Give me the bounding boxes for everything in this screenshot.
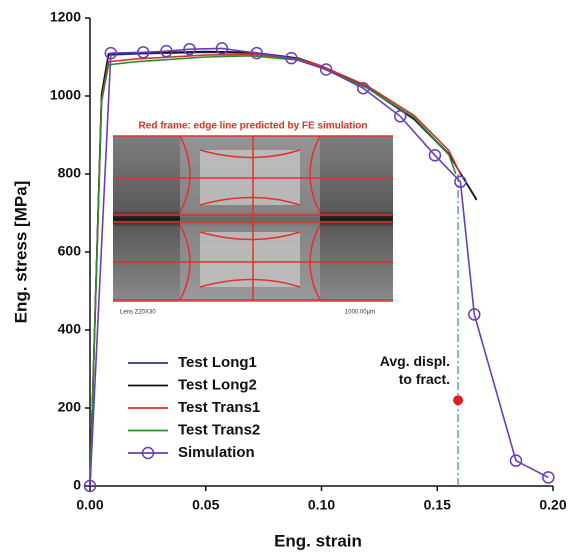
inset-scale: 1000.00μm [345, 310, 375, 316]
legend-label: Test Long2 [178, 376, 257, 393]
series-line [89, 47, 549, 487]
annotation-dot [453, 395, 464, 406]
y-tick-label: 1000 [50, 87, 81, 103]
y-tick-label: 400 [58, 321, 82, 337]
annotation-text: to fract. [399, 371, 450, 387]
y-tick-label: 800 [58, 165, 82, 181]
x-axis-label: Eng. strain [274, 531, 362, 550]
legend-label: Simulation [178, 444, 255, 461]
series-marker [468, 308, 481, 321]
series-marker [104, 46, 118, 60]
x-tick-label: 0.05 [192, 497, 219, 513]
inset-lens: Lens Z20X30 [120, 310, 156, 316]
series-marker [250, 46, 263, 60]
y-axis-label: Eng. stress [MPa] [11, 181, 30, 324]
series-marker [509, 454, 523, 467]
legend-label: Test Trans1 [178, 399, 260, 416]
legend-label: Test Trans2 [178, 421, 260, 438]
inset-photo: Red frame: edge line predicted by FE sim… [113, 118, 393, 316]
x-tick-label: 0.00 [76, 497, 103, 513]
series-marker [356, 81, 370, 95]
y-tick-label: 1200 [50, 9, 81, 25]
x-tick-label: 0.10 [308, 497, 335, 513]
series-marker [454, 175, 467, 189]
x-tick-label: 0.20 [539, 497, 566, 513]
series-marker [83, 479, 97, 493]
series-marker [393, 110, 407, 123]
series-marker [319, 63, 333, 76]
legend-label: Test Long1 [178, 354, 257, 371]
series-marker [542, 471, 555, 484]
annotation-text: Avg. displ. [380, 353, 450, 369]
series-marker [428, 149, 442, 162]
legend-marker [141, 446, 155, 460]
series-marker [183, 42, 196, 56]
y-tick-label: 200 [58, 399, 82, 415]
series-marker [285, 51, 298, 65]
series-marker [136, 46, 150, 59]
series-marker [215, 42, 229, 55]
y-tick-label: 600 [58, 243, 82, 259]
inset-caption: Red frame: edge line predicted by FE sim… [139, 121, 368, 132]
series-marker [160, 44, 173, 58]
y-tick-label: 0 [73, 477, 81, 493]
x-tick-label: 0.15 [424, 497, 451, 513]
series-line [89, 55, 457, 487]
